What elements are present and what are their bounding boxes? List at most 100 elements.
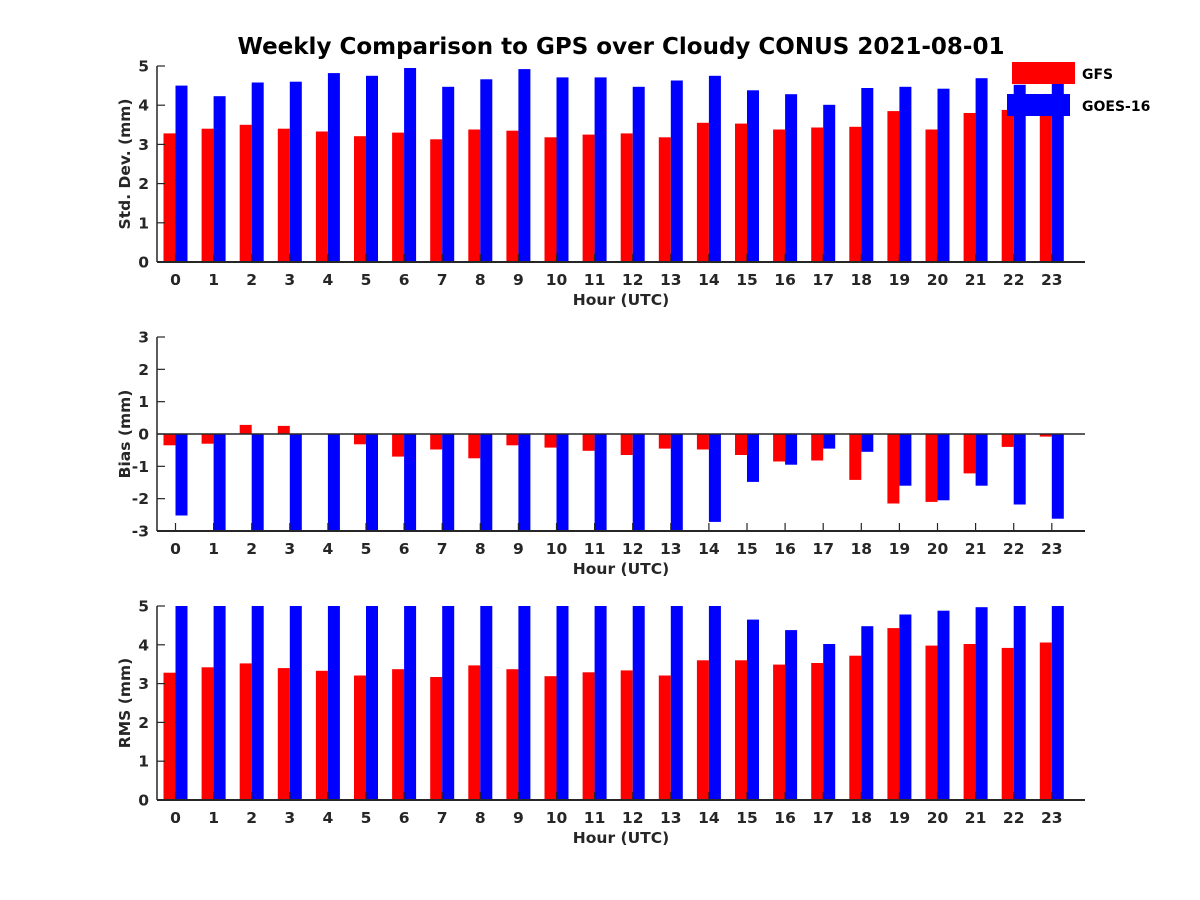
x-axis-label: Hour (UTC) — [573, 829, 669, 847]
x-tick-label: 21 — [965, 271, 987, 289]
bar-goes-16-1 — [213, 96, 226, 262]
x-tick-label: 11 — [584, 271, 606, 289]
bar-goes-16-22 — [1013, 84, 1026, 262]
x-tick-label: 21 — [965, 809, 987, 827]
bar-goes-16-20 — [937, 88, 950, 262]
bar-gfs-14 — [696, 122, 709, 262]
bar-goes-16-17 — [823, 104, 836, 262]
x-tick-label: 2 — [246, 809, 257, 827]
chart-title: Weekly Comparison to GPS over Cloudy CON… — [238, 34, 1005, 60]
bar-goes-16-22 — [1013, 606, 1026, 800]
x-tick-label: 9 — [513, 540, 524, 558]
x-tick-label: 1 — [208, 540, 219, 558]
bar-gfs-5 — [354, 136, 366, 262]
bar-goes-16-14 — [708, 75, 721, 262]
bar-goes-16-16 — [785, 630, 798, 800]
bar-gfs-17 — [811, 127, 824, 262]
bar-goes-16-10 — [556, 606, 569, 800]
x-tick-label: 0 — [170, 809, 181, 827]
bar-goes-16-20 — [937, 610, 950, 800]
legend: GFS GOES-16 — [1007, 62, 1150, 116]
bar-gfs-7 — [430, 139, 443, 262]
series-goes-16 — [175, 68, 1064, 263]
x-tick-label: 22 — [1003, 271, 1025, 289]
bar-goes-16-7 — [442, 434, 455, 531]
bar-gfs-18 — [849, 434, 862, 480]
x-tick-label: 22 — [1003, 809, 1025, 827]
bar-gfs-21 — [963, 644, 976, 800]
legend-label-goes-16: GOES-16 — [1082, 99, 1150, 115]
bar-gfs-2 — [239, 124, 252, 262]
bar-gfs-16 — [773, 129, 786, 262]
bar-gfs-16 — [773, 434, 786, 462]
y-tick-label: 1 — [138, 753, 149, 771]
bar-gfs-3 — [277, 128, 290, 262]
bar-goes-16-4 — [327, 606, 340, 800]
bar-gfs-14 — [696, 434, 709, 450]
bar-goes-16-20 — [937, 434, 950, 501]
bar-gfs-12 — [620, 133, 633, 262]
x-tick-label: 20 — [927, 271, 949, 289]
bar-goes-16-6 — [404, 434, 417, 531]
bar-gfs-12 — [620, 670, 633, 800]
series-goes-16 — [175, 606, 1064, 800]
bar-goes-16-18 — [861, 626, 874, 800]
bar-gfs-6 — [392, 434, 405, 457]
bar-gfs-4 — [315, 670, 328, 800]
bar-gfs-11 — [582, 672, 595, 800]
bar-gfs-7 — [430, 434, 443, 450]
bar-goes-16-12 — [632, 606, 645, 800]
bar-gfs-15 — [735, 123, 747, 262]
bar-goes-16-4 — [327, 73, 340, 262]
bar-gfs-23 — [1039, 434, 1052, 437]
y-tick-label: 2 — [138, 714, 149, 732]
bar-gfs-17 — [811, 434, 824, 461]
x-tick-label: 19 — [889, 271, 911, 289]
x-tick-label: 6 — [399, 809, 410, 827]
bar-gfs-10 — [544, 434, 557, 448]
x-tick-label: 8 — [475, 271, 486, 289]
bar-goes-16-6 — [404, 606, 417, 800]
y-axis-label: Bias (mm) — [116, 390, 134, 479]
bar-gfs-1 — [201, 434, 214, 444]
bar-goes-16-9 — [518, 606, 531, 800]
x-tick-label: 18 — [851, 809, 873, 827]
bar-goes-16-8 — [480, 79, 493, 262]
bar-goes-16-2 — [251, 606, 264, 800]
bar-goes-16-0 — [175, 434, 188, 516]
x-tick-label: 18 — [851, 271, 873, 289]
x-tick-label: 5 — [361, 271, 372, 289]
x-tick-label: 10 — [546, 271, 568, 289]
bar-goes-16-13 — [670, 80, 683, 262]
x-tick-label: 15 — [736, 809, 758, 827]
bar-gfs-10 — [544, 676, 557, 800]
bar-goes-16-10 — [556, 434, 569, 531]
x-tick-label: 16 — [774, 809, 796, 827]
bar-goes-16-11 — [594, 434, 607, 531]
bar-goes-16-11 — [594, 606, 607, 800]
y-axis-label: RMS (mm) — [116, 658, 134, 748]
y-tick-label: 2 — [138, 175, 149, 193]
bar-goes-16-6 — [404, 68, 417, 262]
x-tick-label: 2 — [246, 540, 257, 558]
series-gfs — [163, 424, 1052, 504]
x-tick-label: 7 — [437, 540, 448, 558]
bar-gfs-15 — [735, 434, 747, 455]
bar-gfs-0 — [163, 434, 176, 446]
bar-goes-16-5 — [366, 434, 378, 531]
bar-goes-16-9 — [518, 69, 531, 262]
bar-goes-16-9 — [518, 434, 531, 531]
bar-goes-16-16 — [785, 94, 798, 262]
x-tick-label: 3 — [284, 809, 295, 827]
bar-goes-16-13 — [670, 434, 683, 531]
y-tick-label: 5 — [138, 58, 149, 76]
bar-gfs-7 — [430, 677, 443, 800]
bar-goes-16-0 — [175, 606, 188, 800]
bar-goes-16-5 — [366, 606, 378, 800]
y-tick-label: 4 — [138, 97, 149, 115]
bar-gfs-6 — [392, 132, 405, 262]
bar-gfs-21 — [963, 434, 976, 474]
